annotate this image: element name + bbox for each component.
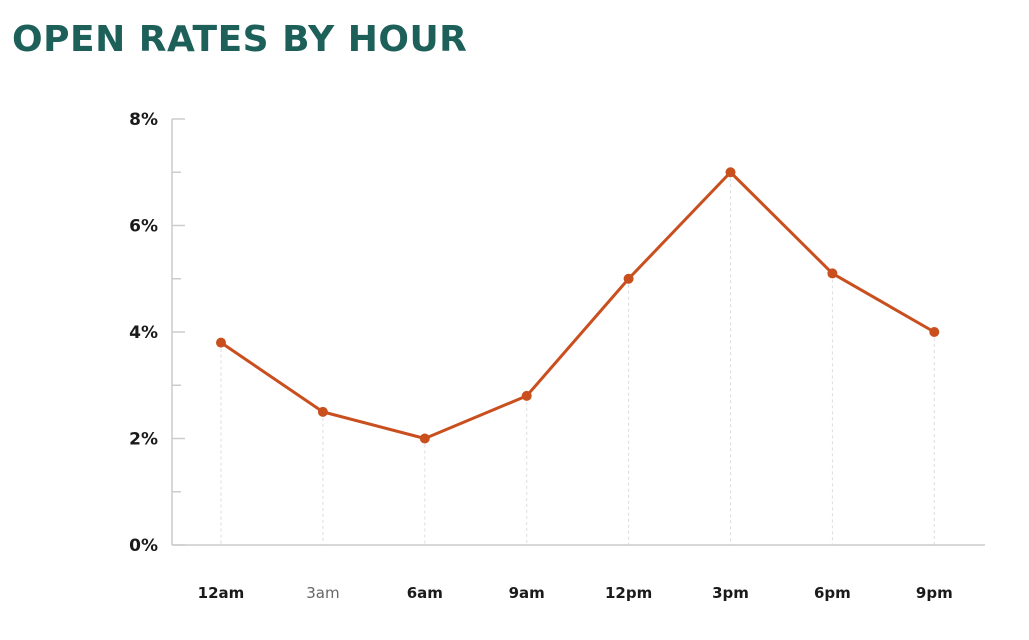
y-tick-label: 2% <box>129 430 158 450</box>
series-line <box>219 170 936 440</box>
y-tick-label: 4% <box>129 323 158 343</box>
data-point <box>623 273 634 284</box>
data-point <box>317 406 328 417</box>
x-tick-label: 6pm <box>814 584 851 602</box>
data-point <box>419 433 430 444</box>
chart-title: OPEN RATES BY HOUR <box>12 19 468 60</box>
x-tick-label: 3pm <box>712 584 749 602</box>
y-tick-label: 0% <box>129 536 158 556</box>
data-point <box>929 327 940 337</box>
x-tick-label: 12am <box>198 584 245 602</box>
data-point <box>827 268 838 279</box>
y-tick-label: 8% <box>129 110 158 130</box>
x-tick-label: 3am <box>306 584 339 602</box>
x-tick-label: 6am <box>407 584 443 602</box>
x-tick-label: 9pm <box>916 584 953 602</box>
x-tick-label: 12pm <box>605 584 652 602</box>
data-point <box>216 337 226 348</box>
data-point <box>521 390 532 401</box>
y-tick-label: 6% <box>129 217 158 237</box>
data-point <box>725 167 736 178</box>
x-tick-label: 9am <box>509 584 545 602</box>
